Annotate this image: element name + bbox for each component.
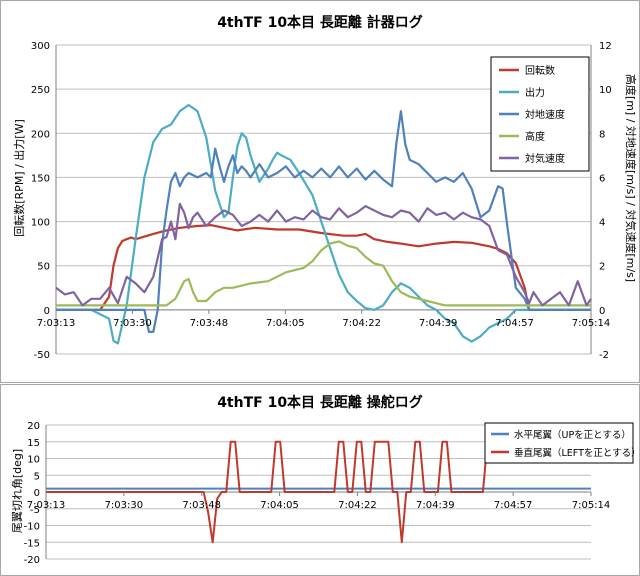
x-tick-label: 7:04:57	[494, 500, 533, 511]
x-tick-label: 7:03:30	[113, 318, 152, 329]
instrument-log-chart: 4thTF 10本目 長距離 計器ログ 回転数[RPM] / 出力[W] 高度[…	[12, 14, 638, 361]
y-tick-label-right: 12	[599, 41, 612, 52]
steering-log-chart-panel: 4thTF 10本目 長距離 操舵ログ 尾翼切れ角[deg] -20 -15 -10…	[0, 384, 640, 576]
y-tick-label-left: 200	[31, 129, 50, 140]
x-tick-label: 7:05:14	[572, 500, 611, 511]
instrument-log-chart-panel: 4thTF 10本目 長距離 計器ログ 回転数[RPM] / 出力[W] 高度[…	[0, 0, 640, 383]
x-tick-label: 7:04:22	[338, 500, 377, 511]
legend-box	[484, 422, 634, 464]
x-tick-label: 7:04:05	[266, 318, 305, 329]
y-tick-label: 0	[34, 488, 40, 499]
y-tick-label-right: 0	[599, 306, 605, 317]
legend-entry: 回転数	[525, 64, 555, 77]
y-tick-label: -5	[30, 505, 40, 516]
y-tick-label: -10	[24, 522, 40, 533]
y-axis-label-left: 回転数[RPM] / 出力[W]	[12, 119, 26, 237]
series-line-1	[56, 103, 591, 345]
y-axis-label-right: 高度[m] / 対地速度[m/s] / 対気速度[m/s]	[624, 74, 638, 282]
series-line-2	[56, 110, 591, 333]
y-tick-label: 20	[27, 421, 40, 432]
y-tick-label-right: 2	[599, 262, 605, 273]
y-tick-label-left: -50	[34, 350, 50, 361]
x-tick-label: 7:03:48	[190, 318, 229, 329]
y-tick-label-right: 4	[599, 218, 605, 229]
chart-title: 4thTF 10本目 長距離 操舵ログ	[217, 394, 423, 411]
series-line-1	[46, 440, 591, 544]
y-tick-label-right: 10	[599, 85, 612, 96]
y-tick-label-left: 100	[31, 218, 50, 229]
y-tick-label: 15	[27, 438, 40, 449]
legend-entry: 出力	[525, 86, 545, 99]
y-tick-label: -20	[24, 555, 40, 566]
legend-entry: 垂直尾翼（LEFTを正とする）	[514, 447, 639, 459]
chart-title: 4thTF 10本目 長距離 計器ログ	[217, 14, 423, 31]
y-axis-label: 尾翼切れ角[deg]	[11, 449, 24, 533]
legend-entry: 対地速度	[525, 108, 565, 121]
legend-entry: 高度	[525, 130, 545, 143]
x-tick-label: 7:03:48	[182, 500, 221, 511]
series-line-0	[56, 224, 591, 311]
steering-log-chart: 4thTF 10本目 長距離 操舵ログ 尾翼切れ角[deg] -20 -15 -10…	[11, 394, 639, 566]
x-tick-label: 7:03:30	[105, 500, 144, 511]
y-tick-label: 5	[34, 471, 40, 482]
series-line-3	[56, 240, 591, 307]
y-tick-label-right: 8	[599, 129, 605, 140]
x-tick-label: 7:03:13	[27, 500, 66, 511]
legend: 水平尾翼（UPを正とする） 垂直尾翼（LEFTを正とする）	[484, 422, 639, 464]
y-tick-label: 10	[27, 455, 40, 466]
y-tick-label-right: 6	[599, 173, 605, 184]
x-tick-label: 7:04:05	[260, 500, 299, 511]
y-tick-label-right: -2	[599, 350, 609, 361]
x-tick-label: 7:04:57	[495, 318, 534, 329]
y-tick-label-left: 150	[31, 173, 50, 184]
series-line-4	[55, 202, 592, 307]
y-tick-label-left: 50	[37, 262, 50, 273]
y-tick-label-left: 0	[44, 306, 50, 317]
x-tick-label: 7:04:39	[416, 500, 455, 511]
x-tick-label: 7:03:13	[37, 318, 76, 329]
y-tick-label-left: 250	[31, 85, 50, 96]
x-tick-label: 7:04:22	[342, 318, 381, 329]
x-tick-label: 7:04:39	[419, 318, 458, 329]
y-tick-label: -15	[24, 538, 40, 549]
legend-entry: 水平尾翼（UPを正とする）	[514, 429, 631, 441]
y-tick-label-left: 300	[31, 41, 50, 52]
x-tick-label: 7:05:14	[572, 318, 611, 329]
legend-entry: 対気速度	[525, 152, 565, 165]
